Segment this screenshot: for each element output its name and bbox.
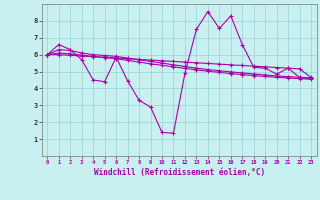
X-axis label: Windchill (Refroidissement éolien,°C): Windchill (Refroidissement éolien,°C): [94, 168, 265, 177]
